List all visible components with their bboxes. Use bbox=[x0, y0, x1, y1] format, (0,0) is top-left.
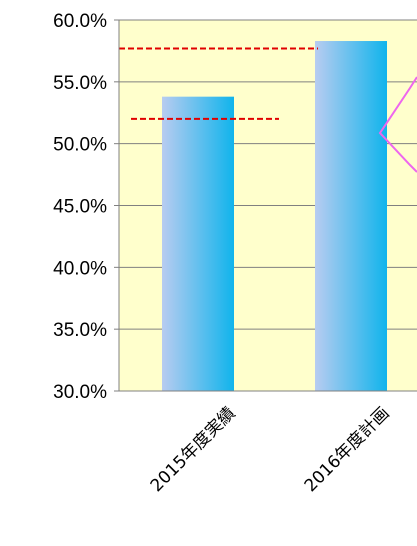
bar bbox=[315, 41, 387, 391]
bar bbox=[162, 96, 234, 391]
callout-shape bbox=[378, 76, 417, 173]
y-tick-label: 35.0% bbox=[53, 320, 107, 341]
x-tick-label: 2015年度実績 bbox=[147, 403, 240, 496]
y-tick-label: 40.0% bbox=[53, 258, 107, 279]
y-tick-label: 45.0% bbox=[53, 197, 107, 218]
x-tick-labels: 2015年度実績 2016年度計画 bbox=[147, 403, 394, 496]
x-tick-label: 2016年度計画 bbox=[301, 403, 394, 496]
y-tick-labels: 30.0% 35.0% 40.0% 45.0% 50.0% 55.0% 60.0% bbox=[53, 11, 107, 403]
bars bbox=[162, 41, 387, 391]
y-tick-label: 30.0% bbox=[53, 382, 107, 403]
y-tick-label: 50.0% bbox=[53, 135, 107, 156]
y-tick-label: 55.0% bbox=[53, 73, 107, 94]
y-tick-label: 60.0% bbox=[53, 11, 107, 32]
reference-lines bbox=[119, 47, 318, 120]
